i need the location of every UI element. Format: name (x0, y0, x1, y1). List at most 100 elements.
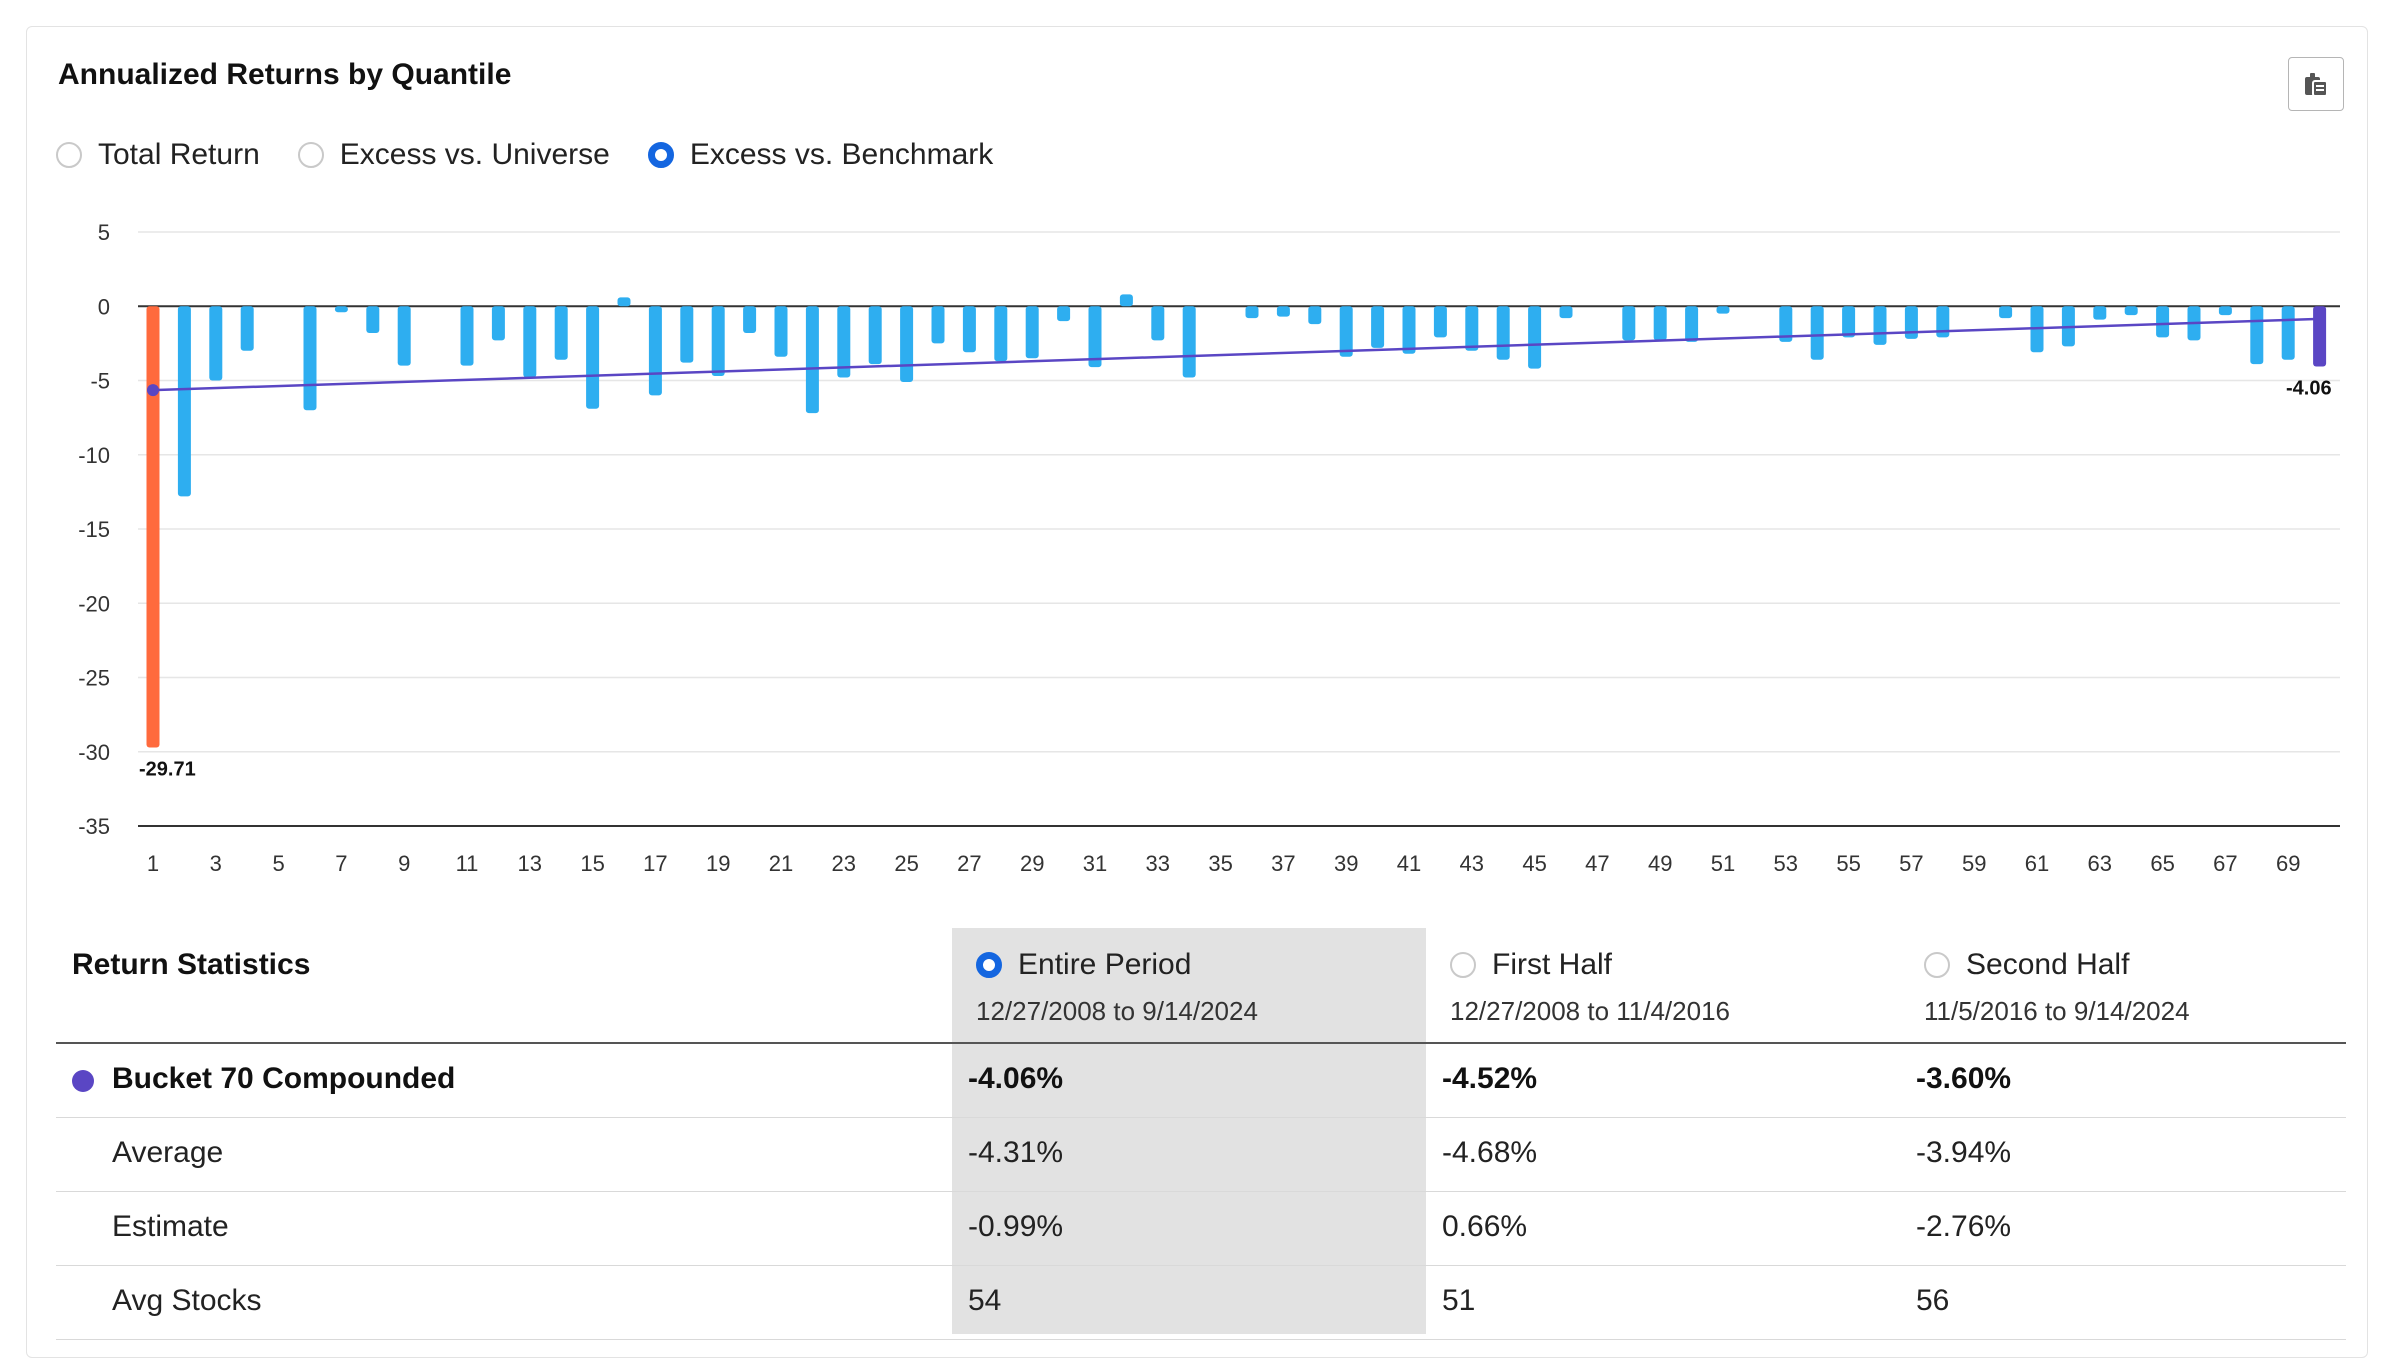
radio-excess-benchmark[interactable] (647, 142, 674, 168)
option-label: Excess vs. Universe (339, 138, 610, 171)
return-statistics-table: Return Statistics Entire Period 12/27/20… (56, 928, 2346, 1340)
bar (837, 306, 851, 378)
bar (774, 306, 788, 357)
x-tick-label: 15 (580, 851, 604, 876)
radio-first-half[interactable] (1450, 952, 1476, 978)
row-value: 0.66% (1442, 1210, 1528, 1243)
radio-total-return[interactable] (56, 142, 82, 168)
bar (1936, 306, 1950, 338)
chart-grid (138, 231, 2340, 827)
bar (1276, 306, 1290, 317)
table-row: Avg Stocks 54 51 56 (56, 1266, 2346, 1340)
row-value: 56 (1916, 1284, 1950, 1317)
chart-labels: 50-5-10-15-20-25-30-351 3 5 7 9 11 13 15 17 19 21 2… (78, 220, 2331, 876)
selected-period-column (952, 928, 1426, 1334)
bar (586, 306, 600, 409)
bar (177, 306, 191, 497)
bar (1622, 306, 1636, 341)
bar (146, 306, 160, 748)
radio-entire-period[interactable] (976, 952, 1002, 978)
row-value: 54 (968, 1284, 1002, 1317)
bar (962, 306, 976, 353)
row-label: Bucket 70 Compounded (112, 1062, 456, 1095)
trend-line (152, 317, 2320, 392)
x-tick-label: 33 (1146, 851, 1170, 876)
option-excess-benchmark[interactable]: Excess vs. Benchmark (647, 138, 993, 172)
x-tick-label: 19 (706, 851, 730, 876)
x-tick-label: 7 (335, 851, 347, 876)
x-tick-label: 9 (398, 851, 410, 876)
bar (1904, 306, 1918, 339)
copy-chart-button[interactable] (2288, 57, 2344, 111)
bar (1057, 306, 1071, 322)
row-value: -4.06% (968, 1062, 1064, 1095)
x-tick-label: 63 (2088, 851, 2112, 876)
period-label: First Half (1492, 948, 1612, 981)
bar (1088, 306, 1102, 368)
bar (1371, 306, 1385, 348)
x-tick-label: 25 (894, 851, 918, 876)
period-second-half[interactable]: Second Half 11/5/2016 to 9/14/2024 (1924, 948, 2190, 1027)
option-excess-universe[interactable]: Excess vs. Universe (297, 138, 610, 172)
bar (648, 306, 662, 396)
x-tick-label: 27 (957, 851, 981, 876)
row-label: Estimate (112, 1210, 229, 1243)
bar (1496, 306, 1510, 360)
bar (743, 306, 757, 333)
bar (2250, 306, 2264, 365)
period-dates: 12/27/2008 to 9/14/2024 (976, 996, 1258, 1026)
bar (900, 306, 914, 382)
period-label: Entire Period (1018, 948, 1192, 981)
period-entire[interactable]: Entire Period 12/27/2008 to 9/14/2024 (976, 948, 1258, 1027)
bar (1873, 306, 1887, 345)
row-value: -0.99% (968, 1210, 1064, 1243)
bar (523, 306, 537, 378)
option-total-return[interactable]: Total Return (56, 138, 260, 172)
y-tick-label: -35 (78, 814, 110, 839)
bar (617, 297, 631, 307)
bar (303, 306, 317, 411)
radio-excess-universe[interactable] (297, 142, 324, 168)
bar (868, 306, 882, 365)
y-tick-label: -25 (78, 666, 110, 691)
bar (1339, 306, 1353, 357)
table-row: Bucket 70 Compounded -4.06% -4.52% -3.60… (56, 1044, 2346, 1118)
bar (994, 306, 1008, 362)
x-tick-label: 49 (1648, 851, 1672, 876)
bar (1025, 306, 1039, 359)
x-tick-label: 23 (832, 851, 856, 876)
period-first-half[interactable]: First Half 12/27/2008 to 11/4/2016 (1450, 948, 1730, 1027)
bar (491, 306, 505, 341)
bar (460, 306, 474, 366)
y-tick-label: -5 (90, 369, 110, 394)
bar (1151, 306, 1165, 341)
y-tick-label: 0 (98, 294, 110, 319)
bar (240, 306, 254, 351)
stats-header: Return Statistics Entire Period 12/27/20… (56, 928, 2346, 1044)
trend-start-dot (147, 384, 159, 397)
radio-second-half[interactable] (1924, 952, 1950, 978)
x-tick-label: 45 (1522, 851, 1546, 876)
bar (805, 306, 819, 414)
row-value: -3.94% (1916, 1136, 2012, 1169)
y-tick-label: -30 (78, 740, 110, 765)
quantile-bar-chart: 50-5-10-15-20-25-30-351 3 5 7 9 11 13 15 17 19 21 2… (78, 220, 2340, 876)
x-tick-label: 31 (1083, 851, 1107, 876)
row-label: Avg Stocks (112, 1284, 262, 1317)
bar (1433, 306, 1447, 338)
bar (2218, 306, 2232, 316)
bar (1685, 306, 1699, 342)
bar (334, 306, 348, 313)
x-tick-label: 51 (1711, 851, 1735, 876)
row-value: -4.52% (1442, 1062, 1538, 1095)
bar (711, 306, 725, 377)
bar (680, 306, 694, 363)
bar (2313, 306, 2327, 367)
bar (1779, 306, 1793, 342)
bar (1653, 306, 1667, 341)
bar (2093, 306, 2107, 320)
x-tick-label: 5 (272, 851, 284, 876)
x-tick-label: 21 (769, 851, 793, 876)
bar (1842, 306, 1856, 338)
bar (1308, 306, 1322, 325)
